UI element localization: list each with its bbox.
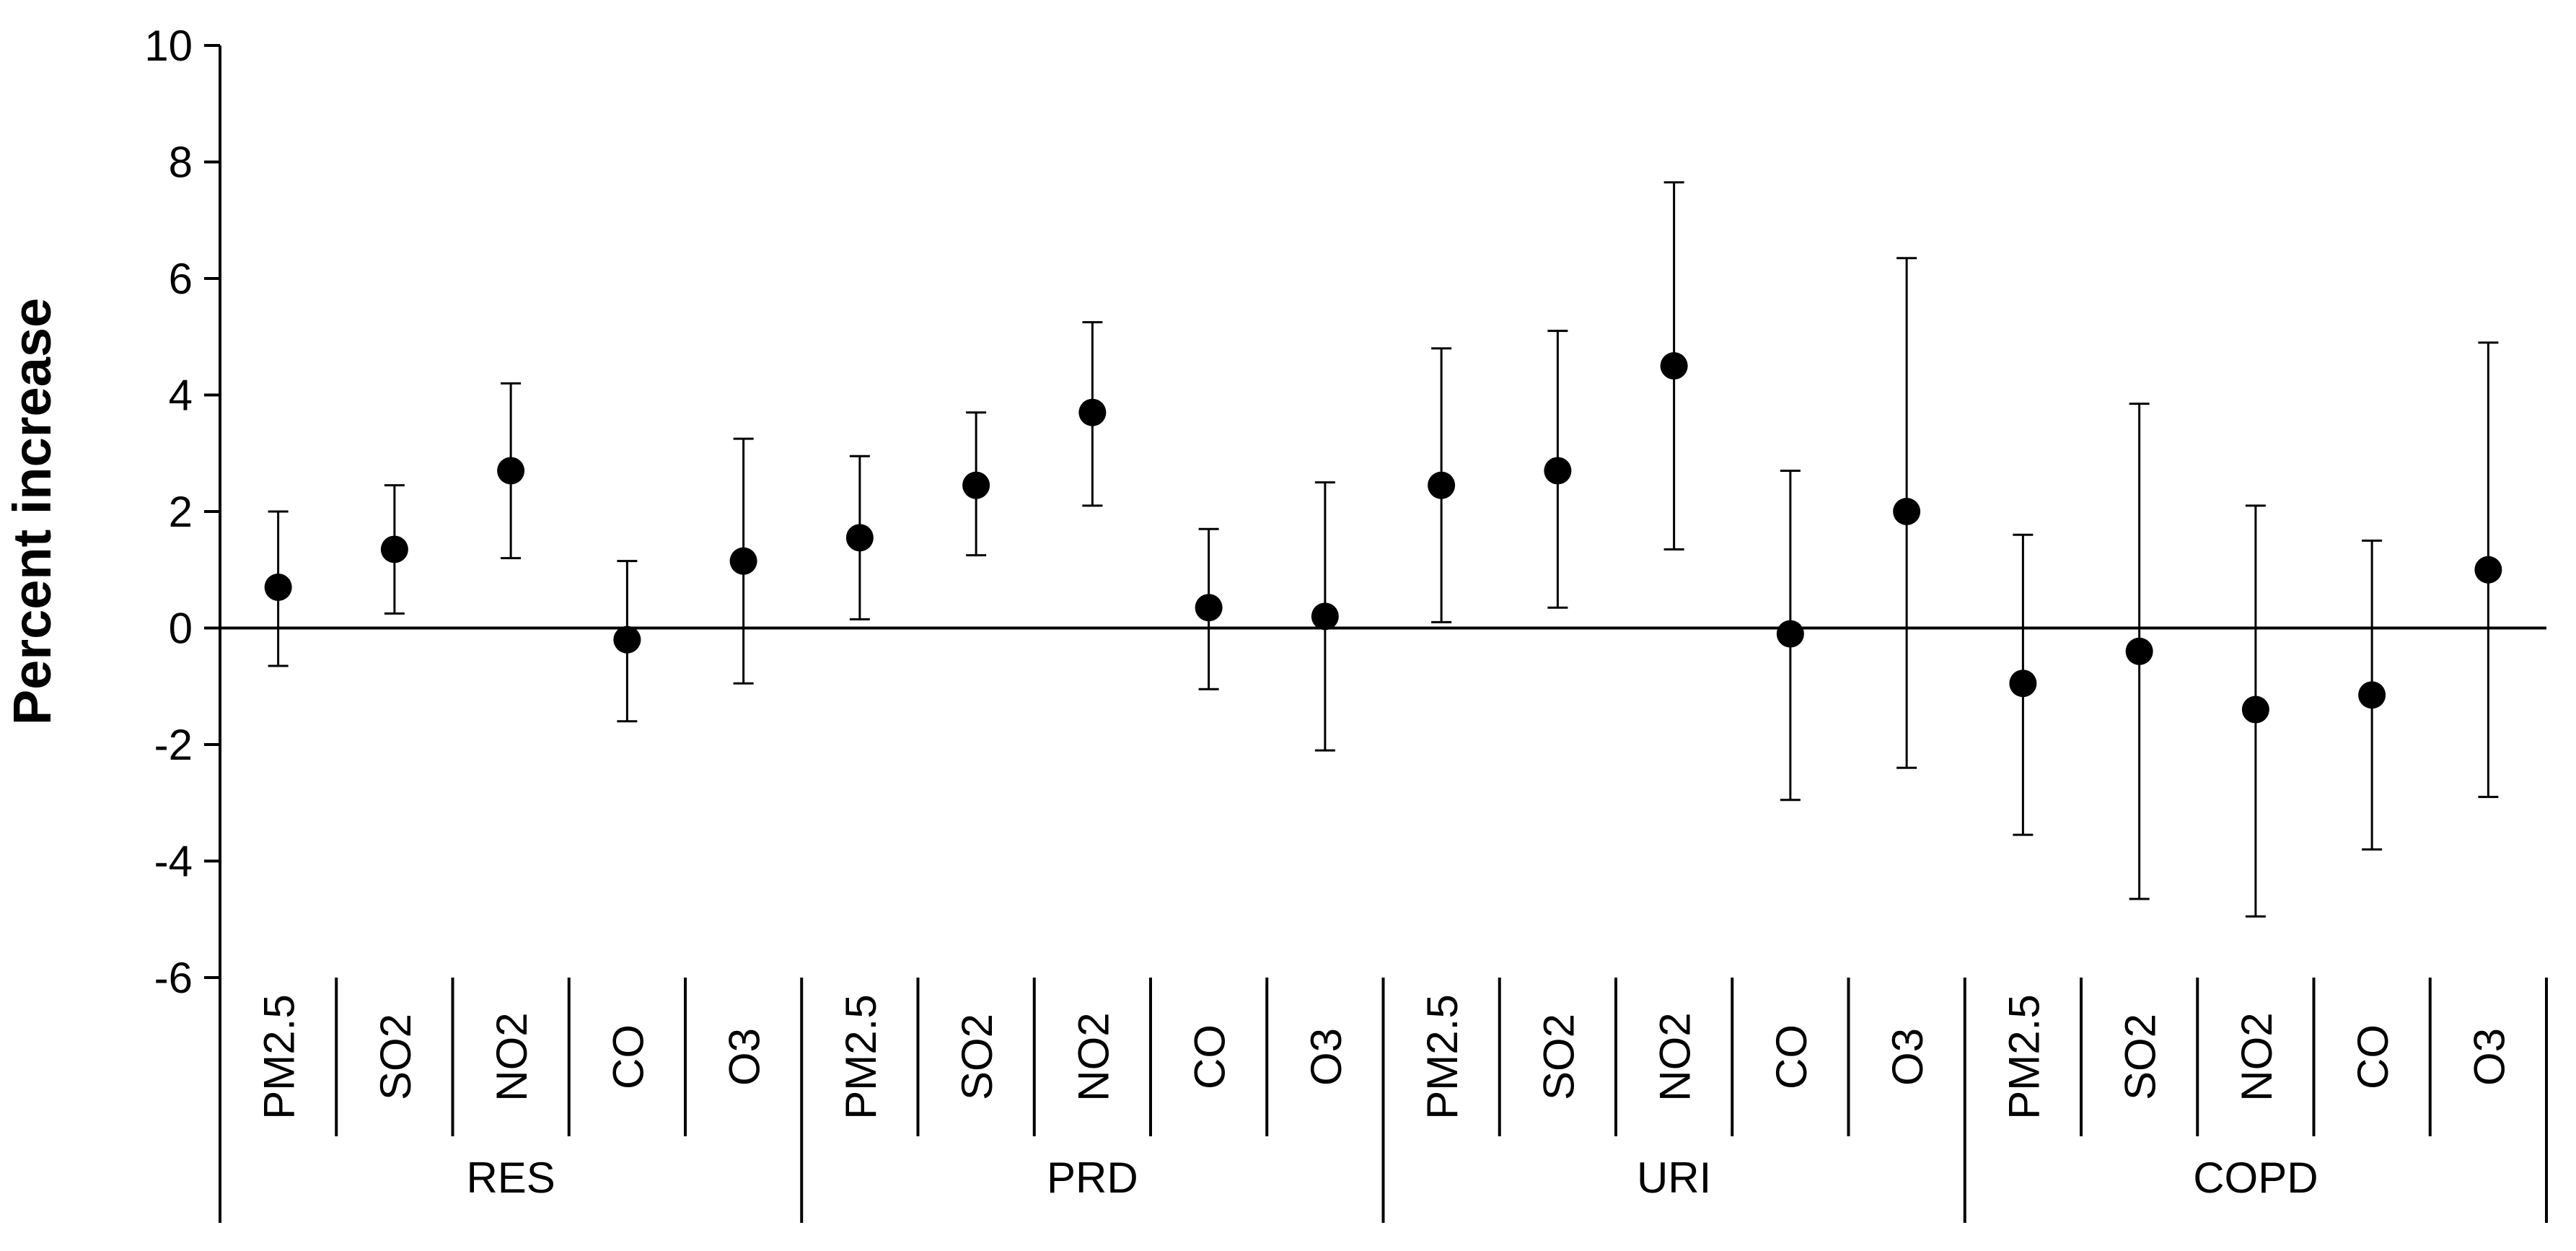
data-point xyxy=(1544,457,1572,485)
category-label: CO xyxy=(1767,1024,1816,1089)
data-point xyxy=(1311,602,1339,631)
data-point xyxy=(613,626,641,654)
category-label: CO xyxy=(604,1024,652,1089)
category-label: NO2 xyxy=(2233,1012,2281,1101)
y-tick-label: 10 xyxy=(144,22,193,70)
y-tick-label: 8 xyxy=(169,139,193,187)
category-label: PM2.5 xyxy=(1418,994,1467,1119)
category-label: SO2 xyxy=(2116,1014,2165,1100)
category-label: O3 xyxy=(2465,1028,2513,1086)
data-point xyxy=(497,457,525,485)
category-label: SO2 xyxy=(1534,1014,1583,1100)
data-point xyxy=(2125,637,2153,665)
group-label: PRD xyxy=(1047,1154,1138,1202)
y-tick-label: 2 xyxy=(169,488,193,536)
group-label: RES xyxy=(466,1154,555,1202)
data-point xyxy=(729,547,757,575)
group-label: COPD xyxy=(2193,1154,2318,1202)
group-label: URI xyxy=(1637,1154,1711,1202)
y-tick-label: -2 xyxy=(154,721,193,769)
data-points xyxy=(264,352,2502,724)
data-point xyxy=(1195,594,1223,622)
category-label: NO2 xyxy=(488,1012,536,1101)
data-point xyxy=(264,573,292,601)
data-point xyxy=(2474,556,2502,584)
category-label: CO xyxy=(1186,1024,1234,1089)
data-point xyxy=(1428,471,1456,499)
category-label: PM2.5 xyxy=(255,994,304,1119)
data-point xyxy=(1893,498,1921,525)
category-label: NO2 xyxy=(1651,1012,1700,1101)
category-label: PM2.5 xyxy=(837,994,885,1119)
data-point xyxy=(1660,352,1688,380)
data-point xyxy=(2009,670,2037,698)
category-label: CO xyxy=(2349,1024,2397,1089)
y-axis: -6 -4 -2 0 2 4 6 8 10 xyxy=(144,22,221,1002)
data-point xyxy=(380,535,408,563)
y-tick-label: 0 xyxy=(169,605,193,653)
y-axis-title: Percent increase xyxy=(2,298,62,725)
category-label: SO2 xyxy=(953,1014,1001,1100)
category-label: SO2 xyxy=(372,1014,420,1100)
category-label: NO2 xyxy=(1069,1012,1117,1101)
y-tick-label: 6 xyxy=(169,255,193,303)
x-axis: PM2.5 SO2 NO2 CO O3 RES PM2.5 SO2 NO2 CO O3 PRD PM2.… xyxy=(219,626,2548,1223)
error-bars xyxy=(268,181,2499,918)
y-tick-label: -6 xyxy=(154,954,193,1002)
data-point xyxy=(1776,620,1804,648)
data-point xyxy=(845,524,874,552)
y-tick-label: 4 xyxy=(169,372,193,420)
data-point xyxy=(962,471,990,499)
category-label: O3 xyxy=(1302,1028,1350,1086)
data-point xyxy=(2241,695,2269,724)
data-point xyxy=(1078,398,1107,426)
category-label: O3 xyxy=(721,1028,769,1086)
y-tick-label: -4 xyxy=(154,838,193,886)
category-label: O3 xyxy=(1883,1028,1932,1086)
category-label: PM2.5 xyxy=(2000,994,2048,1119)
data-point xyxy=(2358,681,2386,709)
